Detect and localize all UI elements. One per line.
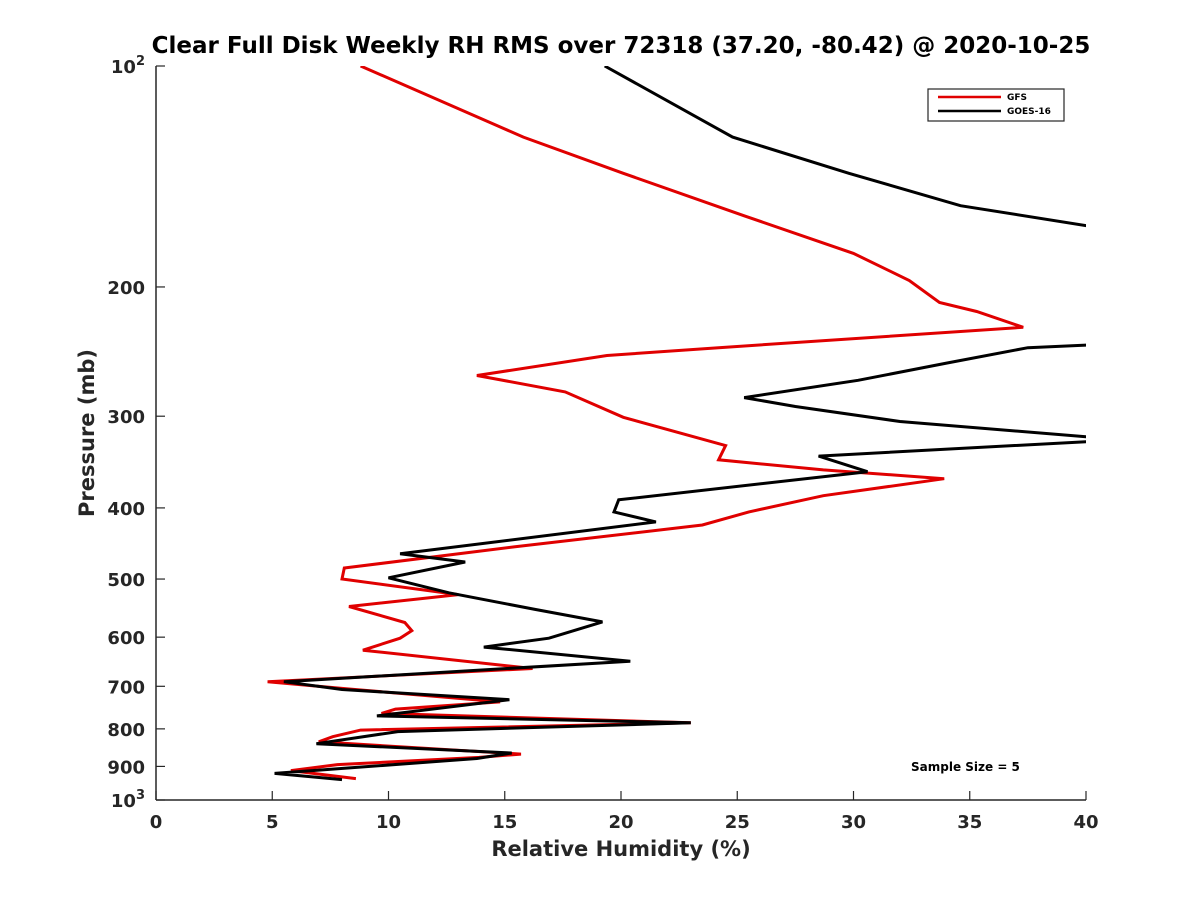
x-tick-label: 35: [957, 812, 982, 833]
x-tick-label: 0: [150, 812, 163, 833]
legend-label-goes16: GOES-16: [1007, 107, 1051, 117]
x-ticks: 0 5 10 15 20 25 30 35 40: [150, 791, 1099, 833]
x-tick-label: 20: [608, 812, 633, 833]
x-tick-label: 10: [376, 812, 401, 833]
y-tick-label: 800: [107, 720, 145, 741]
y-tick-label: 900: [107, 757, 145, 778]
y-tick-label: 300: [107, 407, 145, 428]
series-line-gfs: [267, 66, 1024, 781]
chart-title: Clear Full Disk Weekly RH RMS over 72318…: [152, 33, 1091, 59]
y-tick-label-power: 102: [111, 54, 145, 78]
x-tick-label: 5: [266, 812, 279, 833]
y-tick-label-power: 103: [111, 788, 145, 812]
axes: [155, 66, 1086, 801]
legend-box: [927, 88, 1065, 122]
x-tick-label: 40: [1073, 812, 1098, 833]
y-tick-label: 600: [107, 628, 145, 649]
y-tick-label: 400: [107, 499, 145, 520]
x-axis-label: Relative Humidity (%): [491, 837, 750, 861]
y-ticks: 200 300 400 500 600 700 800 900 102 103: [107, 54, 165, 812]
x-tick-label: 30: [841, 812, 866, 833]
sample-size-annotation: Sample Size = 5: [911, 760, 1020, 774]
y-tick-label: 500: [107, 570, 145, 591]
y-axis-label: Pressure (mb): [75, 349, 99, 517]
series-line-goes16: [274, 66, 1086, 782]
legend: GFS GOES-16: [927, 88, 1065, 122]
x-tick-label: 15: [492, 812, 517, 833]
series-layer: [267, 66, 1086, 782]
y-tick-label: 700: [107, 677, 145, 698]
legend-label-gfs: GFS: [1007, 93, 1027, 103]
y-tick-label: 200: [107, 278, 145, 299]
x-tick-label: 25: [725, 812, 750, 833]
